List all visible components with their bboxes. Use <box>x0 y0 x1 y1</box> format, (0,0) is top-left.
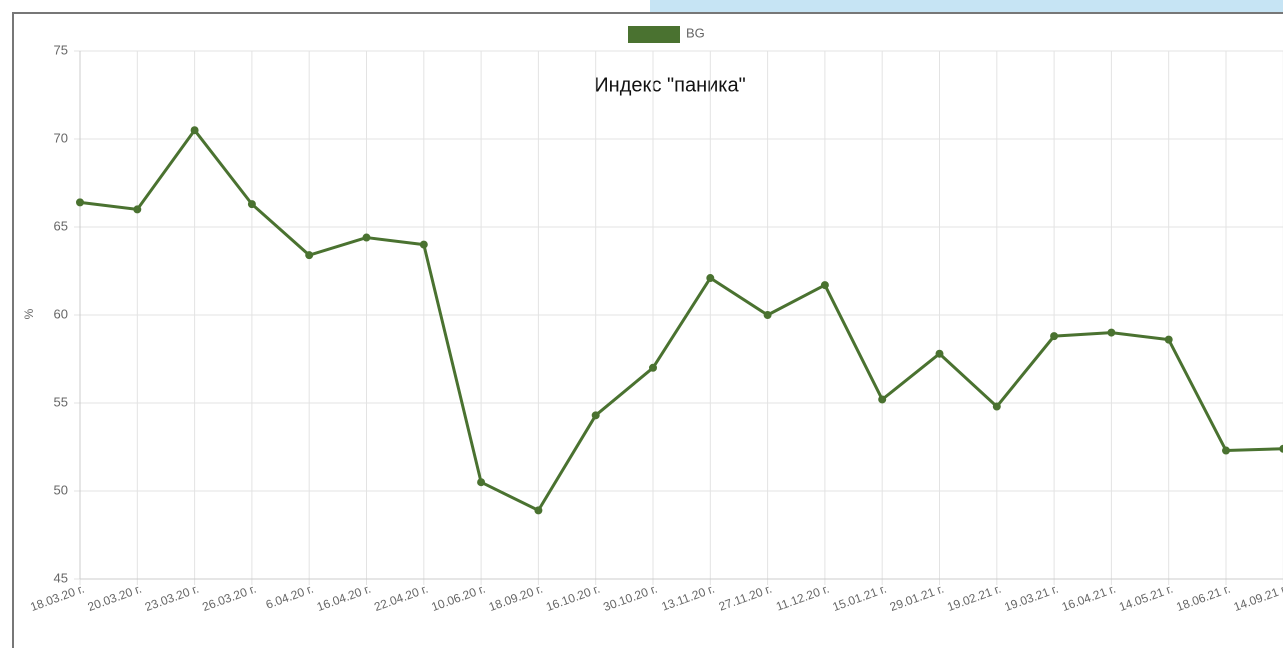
point <box>362 233 371 242</box>
x-tick-label: 19.03.21 г. <box>1003 582 1061 614</box>
point <box>820 281 829 290</box>
y-tick-label: 75 <box>54 42 68 57</box>
x-tick-label: 26.03.20 г. <box>200 582 258 614</box>
y-tick-label: 50 <box>54 482 68 497</box>
point <box>1050 332 1059 341</box>
point <box>190 126 199 135</box>
point <box>76 198 84 207</box>
x-tick-label: 15.01.21 г. <box>831 582 889 614</box>
x-tick-label: 30.10.20 г. <box>601 582 659 614</box>
point <box>878 395 887 404</box>
y-tick-label: 65 <box>54 218 68 233</box>
x-tick-label: 14.05.21 г. <box>1117 582 1175 614</box>
x-tick-label: 19.02.21 г. <box>945 582 1003 614</box>
point <box>992 402 1001 411</box>
x-tick-label: 22.04.20 г. <box>372 582 430 614</box>
x-tick-label: 16.04.21 г. <box>1060 582 1118 614</box>
top-bar <box>650 0 1283 12</box>
x-tick-label: 6.04.20 г. <box>264 582 315 612</box>
x-tick-label: 10.06.20 г. <box>430 582 488 614</box>
x-tick-label: 27.11.20 г. <box>717 582 774 614</box>
x-tick-label: 16.10.20 г. <box>544 582 602 614</box>
point <box>763 311 772 319</box>
x-tick-label: 29.01.21 г. <box>888 582 946 614</box>
x-tick-label: 18.06.21 г. <box>1174 582 1232 614</box>
y-tick-label: 70 <box>54 130 68 145</box>
y-axis-label: % <box>22 308 36 319</box>
x-tick-label: 20.03.20 г. <box>86 582 144 614</box>
point <box>247 200 256 209</box>
point <box>935 349 944 358</box>
chart-title: Индекс "паника" <box>594 74 745 96</box>
point <box>649 363 657 372</box>
point <box>591 411 600 420</box>
point <box>477 478 486 487</box>
x-tick-label: 18.03.20 г. <box>28 582 86 614</box>
legend-swatch <box>628 26 680 43</box>
point <box>706 274 715 283</box>
line <box>79 128 1283 512</box>
point <box>133 205 142 214</box>
point <box>1222 446 1230 455</box>
point <box>1164 335 1173 344</box>
x-tick-label: 11.12.20 г. <box>774 582 831 614</box>
legend-label: BG <box>686 25 705 40</box>
point <box>419 240 428 249</box>
y-tick-label: 55 <box>54 394 68 409</box>
point <box>305 251 314 260</box>
x-tick-label: 23.03.20 г. <box>143 582 201 614</box>
x-tick-label: 16.04.20 г. <box>315 582 373 614</box>
x-tick-label: 18.09.20 г. <box>487 582 545 614</box>
point <box>534 506 543 515</box>
x-tick-label: 13.11.20 г. <box>660 582 717 614</box>
point <box>1279 444 1283 453</box>
x-tick-label: 14.09.21 г. <box>1232 582 1283 614</box>
y-tick-label: 60 <box>54 306 68 321</box>
y-tick-label: 45 <box>54 570 68 585</box>
point <box>1107 328 1116 337</box>
